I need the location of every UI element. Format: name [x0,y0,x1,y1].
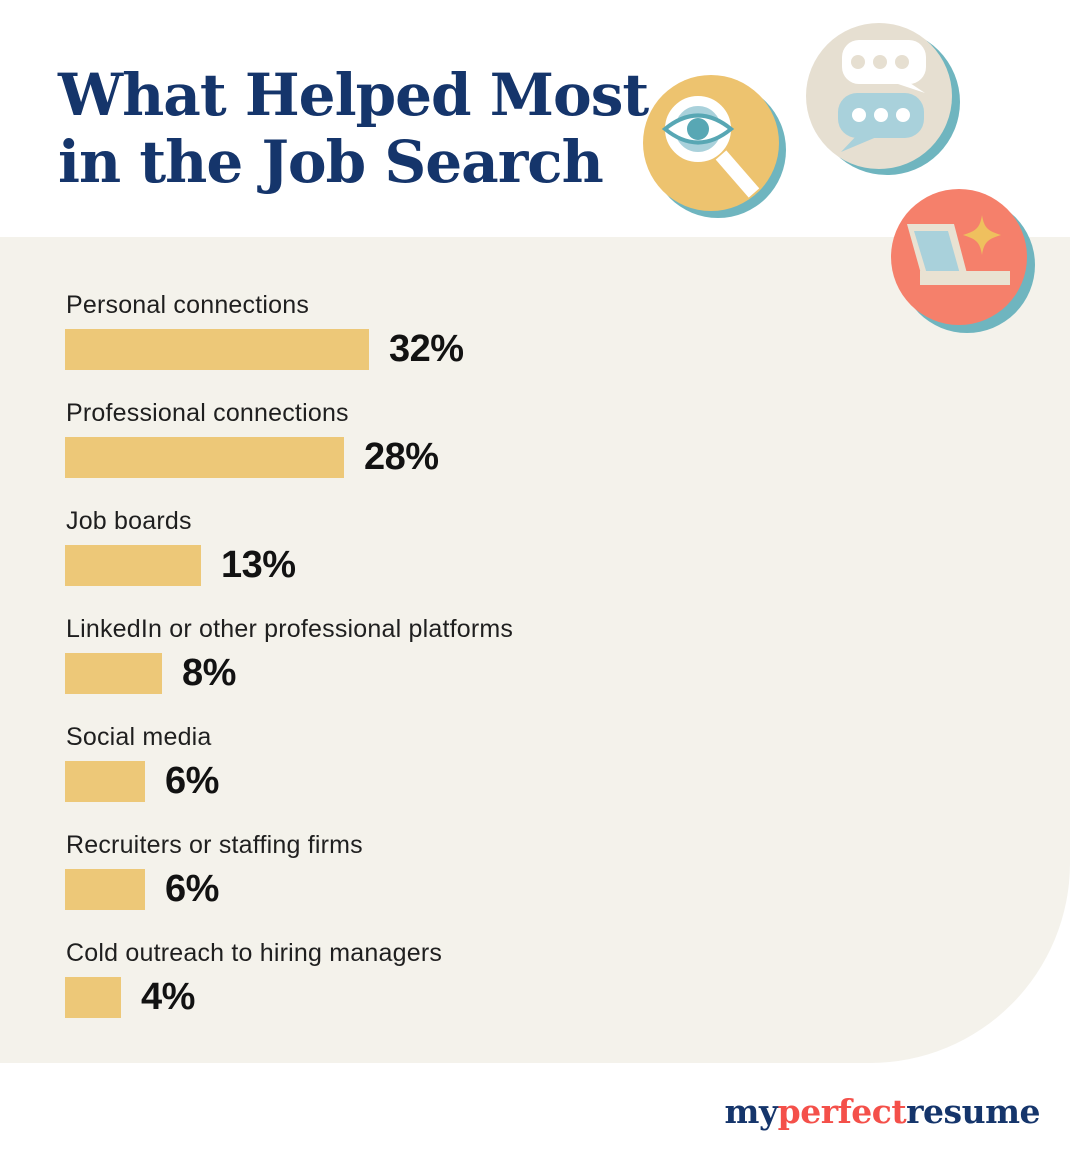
chat-bubbles-icon [806,23,960,175]
bar-label: Social media [66,723,212,751]
bar [65,977,121,1018]
bar-line: 13% [65,544,765,586]
chart-row: Job boards 13% [65,506,765,586]
laptop-sparkle-icon [891,189,1035,333]
logo-resume: resume [906,1092,1040,1131]
bar-label: LinkedIn or other professional platforms [66,615,514,643]
bar-line: 4% [65,976,765,1018]
title-line-1: What Helped Most [58,61,649,129]
bar-value: 32% [389,328,464,370]
content-panel [0,237,1070,1063]
bar-value: 4% [141,976,195,1018]
bar [65,761,145,802]
chart-row: Professional connections 28% [65,398,765,478]
bar [65,869,145,910]
bar [65,437,344,478]
bar-line: 28% [65,436,765,478]
bar [65,329,369,370]
bar-label: Job boards [66,507,192,535]
bar [65,545,201,586]
bar-line: 32% [65,328,765,370]
chart-row: Social media 6% [65,722,765,802]
bar-chart: Personal connections 32% Professional co… [65,290,765,1046]
bar-line: 6% [65,868,765,910]
brand-logo: myperfectresume [724,1092,1041,1131]
bar-label: Cold outreach to hiring managers [66,939,443,967]
chart-row: Recruiters or staffing firms 6% [65,830,765,910]
chart-row: Personal connections 32% [65,290,765,370]
bar-value: 28% [364,436,439,478]
bar-line: 8% [65,652,765,694]
page-title: What Helped Most in the Job Search [58,61,649,196]
bar-value: 6% [165,760,219,802]
chart-row: LinkedIn or other professional platforms… [65,614,765,694]
bar-label: Personal connections [66,291,310,319]
logo-perfect: perfect [777,1092,907,1131]
bar-line: 6% [65,760,765,802]
bar-label: Professional connections [66,399,349,427]
chart-row: Cold outreach to hiring managers 4% [65,938,765,1018]
bar-value: 13% [221,544,296,586]
bar-value: 6% [165,868,219,910]
logo-my: my [724,1092,779,1131]
bar [65,653,162,694]
bar-label: Recruiters or staffing firms [66,831,363,859]
title-line-2: in the Job Search [58,128,604,196]
search-eye-icon [643,75,786,218]
bar-value: 8% [182,652,236,694]
